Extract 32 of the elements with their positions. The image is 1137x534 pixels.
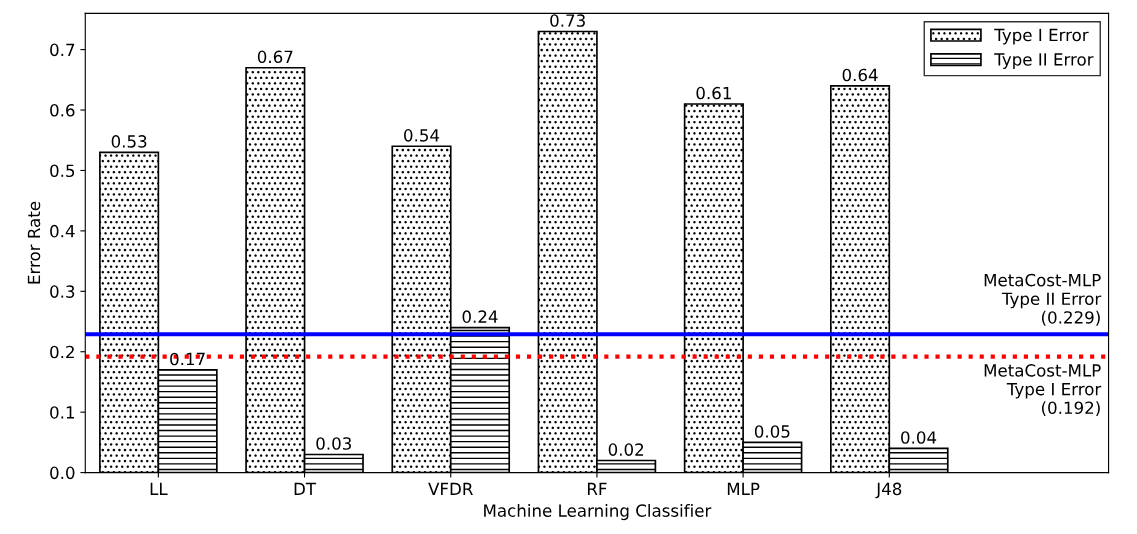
y-axis-title: Error Rate	[27, 201, 41, 284]
x-tick-label: DT	[294, 482, 317, 495]
data-label: 0.24	[462, 310, 498, 323]
data-label: 0.67	[257, 50, 293, 64]
y-tick-label: 0.5	[50, 164, 75, 178]
legend-label: Type II Error	[994, 53, 1094, 69]
data-label: 0.17	[170, 352, 205, 366]
y-tick-label: 0.0	[50, 466, 75, 480]
x-tick-label: LL	[150, 482, 168, 495]
data-label: 0.04	[901, 431, 937, 444]
y-tick-label: 0.6	[50, 103, 75, 117]
ref-line-label: MetaCost-MLP Type I Error (0.192)	[984, 364, 1102, 417]
y-tick-label: 0.2	[50, 345, 74, 359]
y-tick-label: 0.4	[50, 224, 75, 238]
data-label: 0.64	[842, 68, 878, 82]
data-label: 0.02	[608, 443, 644, 456]
x-tick-label: VFDR	[428, 482, 473, 495]
ref-line-label: MetaCost-MLP Type II Error (0.229)	[984, 273, 1102, 326]
x-tick-label: MLP	[727, 482, 760, 495]
data-label: 0.53	[111, 135, 147, 148]
x-tick-label: J48	[875, 482, 902, 499]
data-label: 0.73	[550, 14, 585, 27]
legend-label: Type I Error	[994, 28, 1089, 45]
x-axis-title: Machine Learning Classifier	[484, 504, 712, 521]
data-label: 0.05	[754, 425, 790, 438]
y-tick-label: 0.7	[50, 43, 75, 57]
data-label: 0.03	[316, 437, 352, 450]
y-tick-label: 0.3	[50, 285, 75, 298]
data-label: 0.54	[404, 129, 440, 142]
data-label: 0.61	[696, 86, 731, 100]
x-tick-label: RF	[587, 482, 607, 495]
y-tick-label: 0.1	[50, 406, 75, 419]
